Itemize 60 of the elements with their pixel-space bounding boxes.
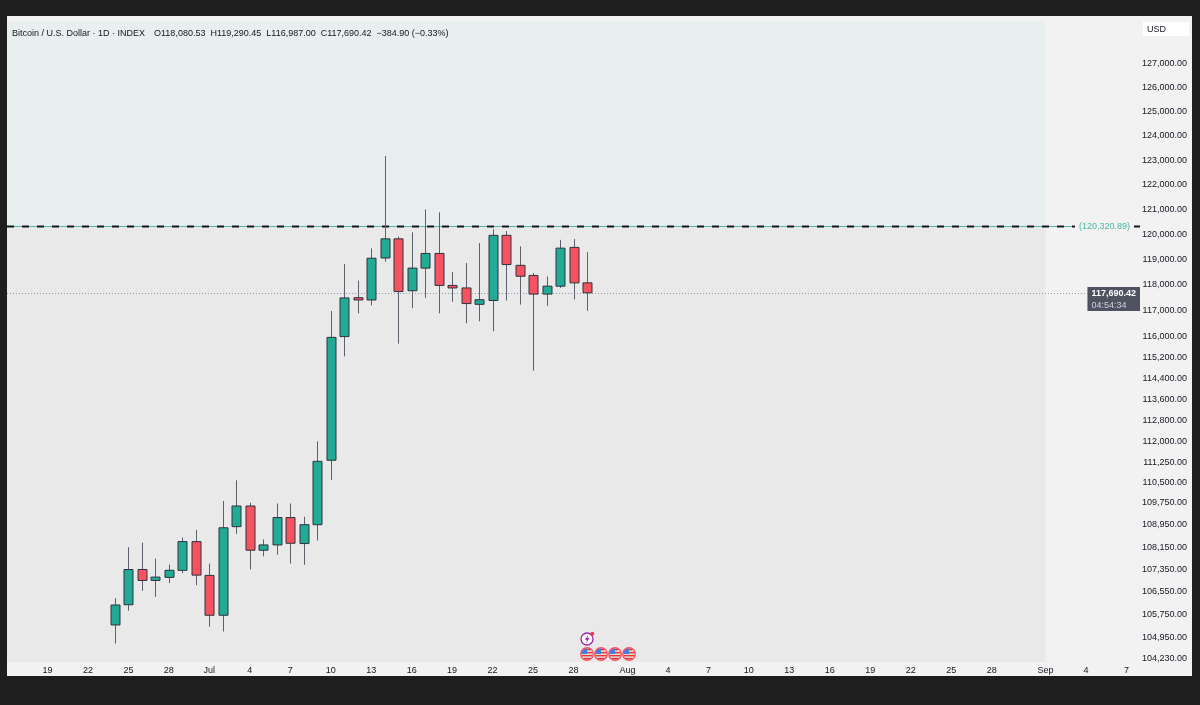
x-tick-label: Sep <box>1037 664 1054 675</box>
y-tick-label: 104,950.00 <box>1141 632 1187 643</box>
y-tick-label: 122,000.00 <box>1141 179 1187 190</box>
x-tick-label: 16 <box>406 664 417 675</box>
y-tick-label: 125,000.00 <box>1141 105 1187 116</box>
y-tick-label: 127,000.00 <box>1141 58 1187 69</box>
y-tick-label: 123,000.00 <box>1141 154 1187 165</box>
y-tick-label: 106,550.00 <box>1141 586 1187 597</box>
x-tick-label: Jul <box>203 664 216 675</box>
y-tick-label: 114,400.00 <box>1142 372 1187 383</box>
y-tick-label: 112,000.00 <box>1142 436 1187 447</box>
x-tick-label: 7 <box>1124 664 1130 675</box>
x-tick-label: 4 <box>665 664 671 675</box>
y-tick-label: 121,000.00 <box>1141 203 1187 214</box>
y-tick-label: 111,250.00 <box>1143 456 1187 467</box>
y-tick-label: 110,500.00 <box>1142 476 1187 487</box>
x-tick-label: 19 <box>42 664 53 675</box>
y-tick-label: 108,150.00 <box>1141 541 1187 552</box>
x-tick-label: 25 <box>528 664 539 675</box>
y-tick-label: 126,000.00 <box>1141 82 1187 93</box>
x-tick-label: Aug <box>619 664 636 675</box>
y-tick-label: 120,000.00 <box>1141 228 1187 239</box>
x-tick-label: 22 <box>905 664 916 675</box>
y-tick-label: 124,000.00 <box>1141 130 1187 141</box>
y-tick-label: 116,000.00 <box>1142 330 1187 341</box>
y-tick-label: 105,750.00 <box>1141 609 1187 620</box>
x-tick-label: 25 <box>946 664 957 675</box>
x-tick-label: 25 <box>123 664 134 675</box>
y-tick-label: 112,800.00 <box>1142 414 1187 425</box>
y-axis-title: USD <box>1147 23 1167 34</box>
x-tick-label: 16 <box>824 664 835 675</box>
ref-line-label: 117,690.42 <box>1091 287 1137 298</box>
y-tick-label: 108,950.00 <box>1141 519 1187 530</box>
x-tick-label: 4 <box>247 664 253 675</box>
annotation: 04:54:34 <box>1091 299 1127 310</box>
x-tick-label: 7 <box>287 664 293 675</box>
y-tick-label: 119,000.00 <box>1142 253 1187 264</box>
x-tick-label: 10 <box>743 664 754 675</box>
text: O118,080.53 H119,290.45 L116,987.00 C117,690.42 −384.90 (−0.33%) <box>154 27 449 38</box>
x-tick-label: 28 <box>163 664 174 675</box>
x-tick-label: 28 <box>568 664 579 675</box>
x-tick-label: 13 <box>366 664 377 675</box>
y-tick-label: 113,600.00 <box>1142 393 1187 404</box>
ref-line-label: (120,320.89) <box>1078 220 1130 231</box>
x-tick-label: 10 <box>325 664 336 675</box>
y-tick-label: 115,200.00 <box>1142 351 1187 362</box>
x-tick-label: 22 <box>487 664 498 675</box>
y-tick-label: 104,230.00 <box>1141 652 1187 663</box>
x-tick-label: 22 <box>82 664 93 675</box>
x-tick-label: 28 <box>986 664 997 675</box>
x-tick-label: 13 <box>784 664 795 675</box>
y-tick-label: 118,000.00 <box>1142 279 1187 290</box>
y-tick-label: 109,750.00 <box>1141 497 1187 508</box>
x-tick-label: 19 <box>447 664 458 675</box>
x-tick-label: 19 <box>865 664 876 675</box>
y-tick-label: 107,350.00 <box>1141 563 1187 574</box>
x-tick-label: 4 <box>1083 664 1089 675</box>
text: Bitcoin / U.S. Dollar · 1D · INDEX <box>12 27 146 38</box>
y-tick-label: 117,000.00 <box>1142 304 1187 315</box>
x-tick-label: 7 <box>705 664 711 675</box>
